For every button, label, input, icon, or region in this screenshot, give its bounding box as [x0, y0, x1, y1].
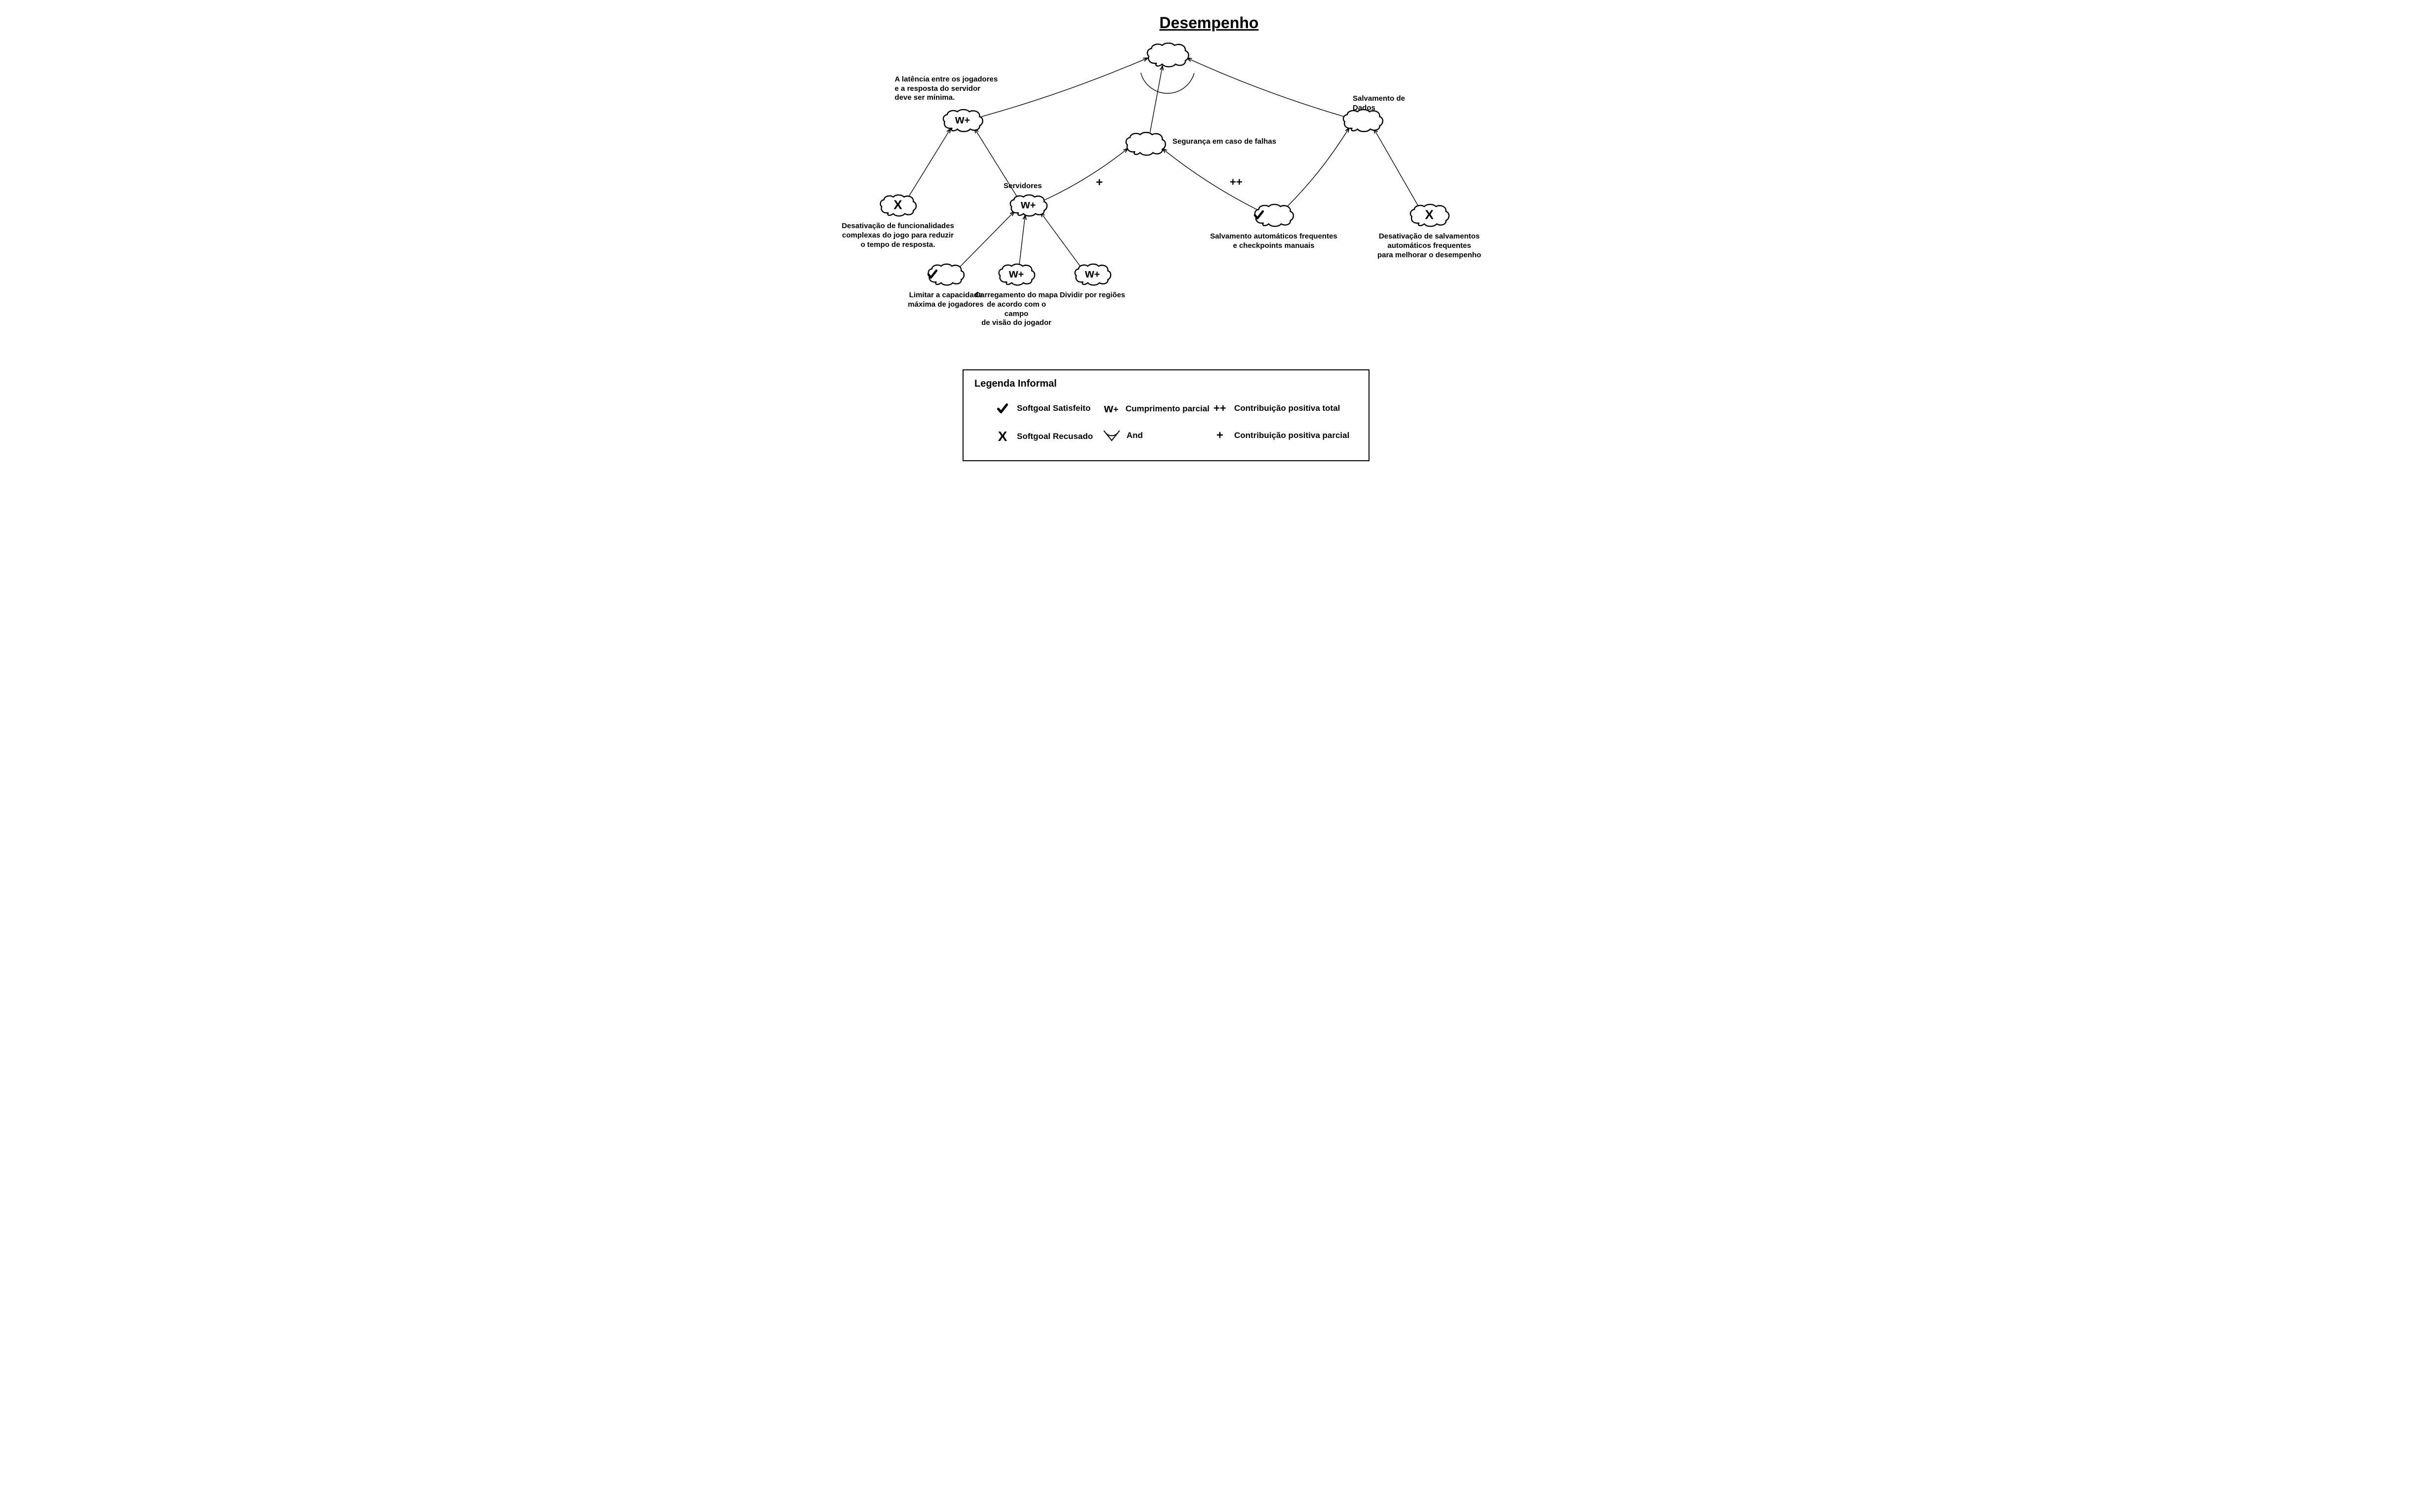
edge-servidores-seguranca [1045, 149, 1128, 200]
node-label-salvAuto: Salvamento automáticos frequentes e chec… [1208, 232, 1339, 251]
node-label-salvDados: Salvamento de Dados [1353, 94, 1429, 113]
node-label-servidores: Servidores [1004, 182, 1044, 191]
legend-text-check: Softgoal Satisfeito [1017, 403, 1090, 413]
legend-item-check: Softgoal Satisfeito [993, 402, 1090, 415]
cloud-limitar [927, 262, 965, 286]
cloud-seguranca [1124, 130, 1167, 156]
cloud-symbol-desativSalv: X [1409, 207, 1450, 223]
edge-desativSalv-salvDados [1374, 129, 1418, 206]
cloud-symbol-salvAuto [1253, 209, 1294, 221]
legend-item-x: X Softgoal Recusado [993, 429, 1093, 444]
cloud-salvAuto [1253, 202, 1294, 227]
legend-icon-wplus: w+ [1102, 402, 1121, 416]
legend-box: Legenda Informal Softgoal Satisfeito w+ Cum… [963, 369, 1370, 461]
legend-text-plusplus: Contribuição positiva total [1234, 403, 1340, 413]
edge-salvAuto-salvDados [1287, 128, 1349, 207]
legend-title: Legenda Informal [974, 378, 1057, 390]
legend-icon-and [1102, 429, 1122, 442]
legend-item-wplus: w+ Cumprimento parcial [1102, 402, 1209, 416]
legend-icon-x: X [993, 429, 1012, 444]
cloud-symbol-carregMapa: w+ [997, 267, 1036, 281]
legend-text-x: Softgoal Recusado [1017, 432, 1093, 441]
cloud-servidores: w+ [1008, 193, 1048, 217]
node-label-limitar: Limitar a capacidade máxima de jogadores [906, 291, 986, 310]
node-label-desativSalv: Desativação de salvamentos automáticos f… [1377, 232, 1482, 260]
cloud-desativSalv: X [1409, 202, 1450, 227]
cloud-dividir: w+ [1073, 262, 1112, 286]
node-label-desativFunc: Desativação de funcionalidades complexas… [838, 222, 958, 249]
cloud-root [1145, 41, 1190, 68]
legend-item-plusplus: ++ Contribuição positiva total [1210, 402, 1340, 415]
node-label-latencia: A latência entre os jogadores e a respos… [895, 75, 1011, 103]
edge-seguranca-root [1150, 66, 1163, 132]
legend-text-wplus: Cumprimento parcial [1126, 404, 1209, 414]
cloud-latencia: w+ [941, 108, 984, 132]
edge-label-servidores-seguranca: + [1096, 176, 1103, 190]
edge-limitar-servidores [960, 211, 1014, 267]
legend-text-and: And [1127, 431, 1143, 440]
edge-salvDados-root [1187, 58, 1344, 117]
node-label-dividir: Dividir por regiões [1054, 291, 1130, 300]
legend-text-plus: Contribuição positiva parcial [1234, 431, 1349, 440]
and-arc [1141, 73, 1194, 93]
legend-icon-plusplus: ++ [1210, 402, 1229, 415]
legend-item-plus: + Contribuição positiva parcial [1210, 429, 1349, 442]
edge-desativFunc-latencia [909, 129, 951, 197]
legend-icon-plus: + [1210, 429, 1229, 442]
edge-salvAuto-seguranca [1163, 149, 1257, 209]
node-label-carregMapa: Carregamento do mapa de acordo com o cam… [974, 291, 1058, 328]
legend-icon-check [993, 402, 1012, 415]
cloud-symbol-dividir: w+ [1073, 267, 1112, 281]
node-label-seguranca: Segurança em caso de falhas [1172, 137, 1281, 147]
edge-carregMapa-servidores [1019, 215, 1025, 264]
cloud-symbol-latencia: w+ [941, 113, 984, 127]
cloud-symbol-desativFunc: X [879, 198, 917, 213]
cloud-carregMapa: w+ [997, 262, 1036, 286]
edge-label-salvAuto-seguranca: ++ [1230, 176, 1243, 189]
cloud-symbol-servidores: w+ [1008, 198, 1048, 212]
legend-item-and: And [1102, 429, 1143, 442]
cloud-desativFunc: X [879, 193, 917, 217]
cloud-symbol-limitar [927, 268, 965, 280]
diagram-canvas: Desempenho w+A latência entre os jogador… [822, 0, 1596, 484]
edge-dividir-servidores [1041, 212, 1080, 266]
